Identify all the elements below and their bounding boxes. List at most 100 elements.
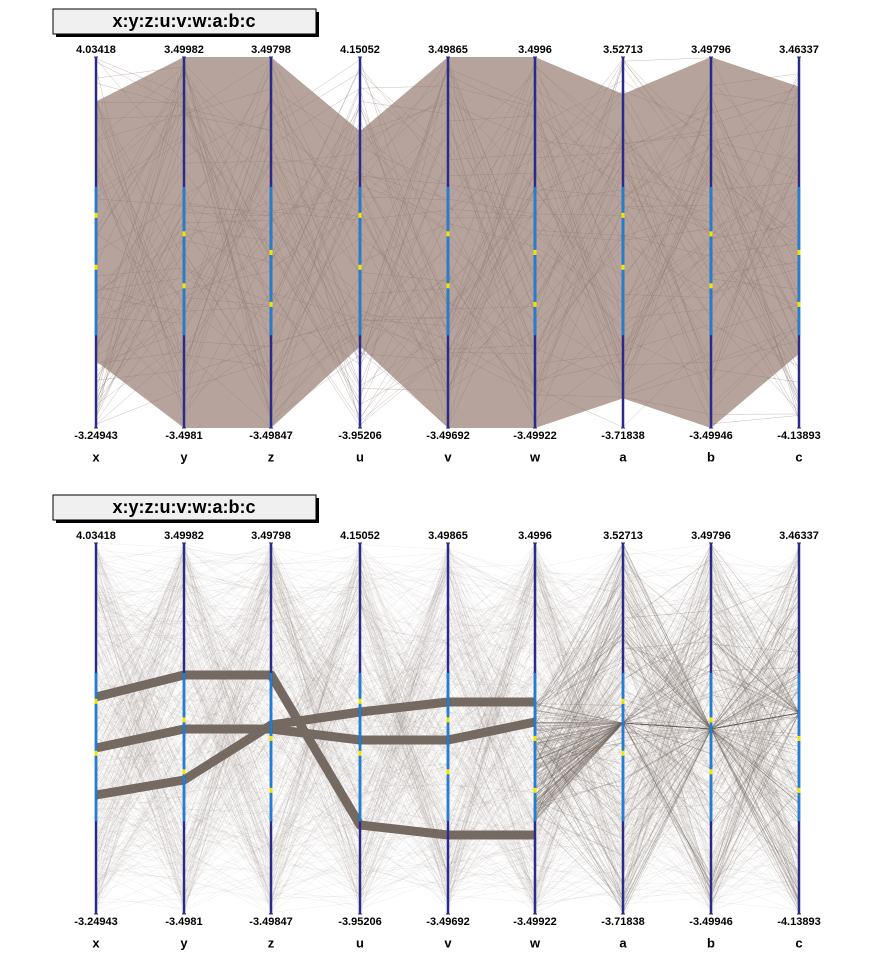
axis-min-label: -3.71838 xyxy=(601,430,644,442)
data-line xyxy=(534,712,800,823)
data-line xyxy=(534,661,800,788)
axis-peak xyxy=(709,231,713,237)
axis-max-label: 3.52713 xyxy=(603,44,643,56)
data-line xyxy=(534,712,800,769)
data-line xyxy=(534,722,800,788)
data-line xyxy=(534,712,800,820)
data-line xyxy=(534,637,800,730)
data-line xyxy=(534,717,800,800)
data-line xyxy=(534,662,800,730)
data-line xyxy=(534,722,800,884)
data-line xyxy=(534,593,800,730)
data-line xyxy=(534,712,800,764)
data-line xyxy=(534,712,800,810)
axis-peak xyxy=(621,750,625,756)
axis-peak xyxy=(533,249,537,255)
data-line xyxy=(534,722,800,782)
axis-max-label: 3.4996 xyxy=(518,530,552,542)
axis-max-label: 3.49982 xyxy=(164,44,204,56)
data-line xyxy=(534,722,800,799)
data-line xyxy=(534,649,800,795)
data-line xyxy=(534,669,800,804)
data-line xyxy=(534,712,800,806)
axis-max-label: 3.52713 xyxy=(603,530,643,542)
data-line xyxy=(534,712,800,744)
axis-peak xyxy=(446,231,450,237)
axis-peak xyxy=(533,787,537,793)
data-line xyxy=(534,716,800,815)
data-line xyxy=(534,649,800,885)
axis-peak xyxy=(446,717,450,723)
data-line xyxy=(534,650,800,789)
axis-peak xyxy=(94,750,98,756)
data-line xyxy=(534,722,800,872)
axis-peak xyxy=(94,212,98,218)
data-line xyxy=(534,722,800,803)
axis-name: c xyxy=(795,449,802,464)
data-line xyxy=(534,722,800,837)
data-line xyxy=(534,722,800,907)
data-line xyxy=(534,632,800,799)
bundle xyxy=(95,717,536,753)
data-line xyxy=(534,712,800,822)
data-line xyxy=(534,722,800,858)
data-line xyxy=(534,712,800,751)
data-line xyxy=(534,673,800,761)
data-line xyxy=(534,716,800,777)
data-line xyxy=(534,545,800,808)
data-line xyxy=(534,675,800,730)
data-line xyxy=(534,599,800,778)
axis-peak xyxy=(182,231,186,237)
axis-min-label: -4.13893 xyxy=(777,916,820,928)
data-line xyxy=(534,645,800,903)
axis-peak xyxy=(269,301,273,307)
data-line xyxy=(534,638,800,730)
axis-name: b xyxy=(707,449,715,464)
data-line xyxy=(534,687,800,817)
axis-name: a xyxy=(619,935,627,950)
data-line xyxy=(534,629,800,775)
data-line xyxy=(534,602,800,888)
data-line xyxy=(534,632,800,809)
data-line xyxy=(534,722,800,909)
axis-min-label: -3.24943 xyxy=(74,916,117,928)
data-line xyxy=(534,691,800,795)
data-line xyxy=(534,712,800,859)
data-line xyxy=(534,643,800,784)
axis-peak xyxy=(621,698,625,704)
axis-name: a xyxy=(619,449,627,464)
data-line xyxy=(534,699,800,818)
data-line xyxy=(534,646,800,757)
data-line xyxy=(534,667,800,890)
axis-max-label: 3.49796 xyxy=(691,530,731,542)
data-line xyxy=(534,662,800,821)
data-line xyxy=(534,712,800,878)
data-line xyxy=(534,673,800,732)
axis-peak xyxy=(182,769,186,775)
data-line xyxy=(534,628,800,730)
data-line xyxy=(534,580,800,807)
data-line xyxy=(534,561,800,756)
data-line xyxy=(534,663,800,779)
axis-peak xyxy=(709,717,713,723)
data-line xyxy=(534,563,800,770)
axis-max-label: 3.46337 xyxy=(779,530,819,542)
axis-min-label: -3.95206 xyxy=(338,916,381,928)
data-line xyxy=(534,561,800,899)
data-line xyxy=(534,722,800,892)
axis-name: b xyxy=(707,935,715,950)
data-line xyxy=(534,712,800,915)
data-line xyxy=(534,722,800,845)
data-line xyxy=(534,558,800,813)
data-line xyxy=(534,625,800,810)
data-line xyxy=(534,594,800,822)
data-line xyxy=(534,696,800,903)
axis-max-label: 3.49865 xyxy=(428,530,468,542)
data-line xyxy=(534,667,800,768)
data-line xyxy=(534,722,800,820)
data-line xyxy=(534,712,800,886)
axis-peak xyxy=(269,249,273,255)
data-line xyxy=(534,722,800,878)
data-line xyxy=(534,633,800,730)
